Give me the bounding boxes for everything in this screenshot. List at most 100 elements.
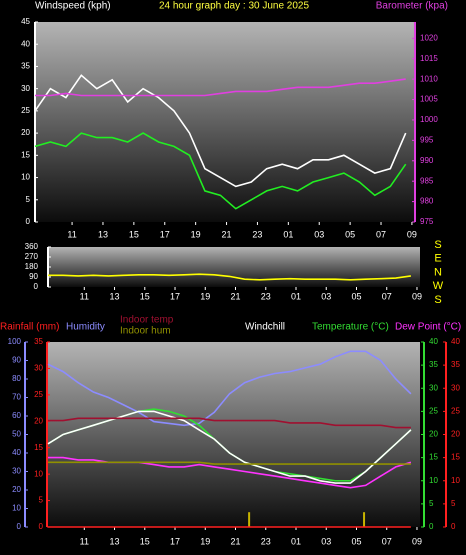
x-tick-label: 03 (321, 536, 331, 546)
series-line (34, 132, 407, 210)
y-tick-label: 30 (21, 84, 30, 93)
x-tick-label: 03 (314, 229, 324, 239)
x-tick-label: 23 (261, 291, 271, 301)
x-tick-label: 13 (110, 291, 120, 301)
y-tick-label: 100 (8, 337, 22, 346)
y2-tick-label: 980 (420, 197, 434, 206)
y-tick-label: 5 (26, 195, 31, 204)
x-tick-label: 09 (412, 291, 422, 301)
y-tick-label: 20 (12, 485, 21, 494)
x-tick-label: 15 (129, 229, 139, 239)
y3-tick-label: 0 (39, 522, 44, 531)
legend-entry: Rainfall (mm) (0, 322, 59, 333)
y4-tick-label: 5 (451, 499, 456, 508)
y2-tick-label: 0 (429, 522, 434, 531)
y-tick-label: 360 (25, 242, 39, 251)
y4-tick-label: 35 (451, 360, 460, 369)
x-tick-label: 13 (98, 229, 108, 239)
series-line (35, 78, 406, 97)
y2-tick-label: 1020 (420, 33, 438, 42)
legend-entry: Dew Point (°C) (395, 322, 461, 333)
x-tick-label: 07 (376, 229, 386, 239)
x-tick-label: 01 (283, 229, 293, 239)
plot-area (48, 342, 420, 527)
y2-axis-label: Barometer (kpa) (376, 1, 448, 12)
y4-tick-label: 25 (451, 406, 460, 415)
x-tick-label: 05 (351, 536, 361, 546)
legend-entry: Humidity (66, 322, 105, 333)
legend-entry: Indoor temp (120, 315, 174, 326)
y-tick-label: 15 (21, 150, 30, 159)
x-tick-label: 17 (170, 291, 180, 301)
plot-area (48, 247, 420, 287)
x-tick-label: 09 (407, 229, 417, 239)
compass-label: S (434, 294, 441, 306)
series-line (48, 461, 411, 465)
y2-tick-label: 985 (420, 176, 434, 185)
y2-tick-label: 1010 (420, 74, 438, 83)
y-tick-label: 80 (12, 374, 21, 383)
y3-tick-label: 20 (34, 416, 43, 425)
legend-entry: Windchill (245, 322, 285, 333)
y2-tick-label: 35 (429, 360, 438, 369)
y3-tick-label: 10 (34, 469, 43, 478)
x-tick-label: 17 (160, 229, 170, 239)
compass-label: N (434, 266, 442, 278)
x-tick-label: 03 (321, 291, 331, 301)
y-axis-label: Windspeed (kph) (35, 1, 111, 12)
y-tick-label: 180 (25, 262, 39, 271)
x-tick-label: 01 (291, 536, 301, 546)
x-tick-label: 11 (80, 291, 89, 301)
y2-tick-label: 5 (429, 499, 434, 508)
x-tick-label: 21 (222, 229, 232, 239)
y4-tick-label: 20 (451, 430, 460, 439)
y4-tick-label: 10 (451, 476, 460, 485)
x-tick-label: 01 (291, 291, 301, 301)
y2-tick-label: 40 (429, 337, 438, 346)
y-tick-label: 40 (21, 39, 30, 48)
compass-label: E (434, 253, 441, 265)
y4-tick-label: 40 (451, 337, 460, 346)
x-tick-label: 13 (110, 536, 120, 546)
y3-tick-label: 5 (39, 496, 44, 505)
y2-tick-label: 20 (429, 430, 438, 439)
x-tick-label: 05 (351, 291, 361, 301)
y2-tick-label: 15 (429, 453, 438, 462)
x-tick-label: 17 (170, 536, 180, 546)
x-tick-label: 21 (231, 536, 241, 546)
y-tick-label: 10 (12, 504, 21, 513)
x-tick-label: 23 (261, 536, 271, 546)
x-tick-label: 19 (200, 536, 210, 546)
y-tick-label: 35 (21, 62, 30, 71)
y4-tick-label: 30 (451, 383, 460, 392)
x-tick-label: 21 (231, 291, 241, 301)
y-tick-label: 10 (21, 173, 30, 182)
y3-tick-label: 15 (34, 443, 43, 452)
y2-tick-label: 990 (420, 156, 434, 165)
y-tick-label: 60 (12, 411, 21, 420)
compass-label: W (433, 280, 444, 292)
x-tick-label: 07 (382, 291, 392, 301)
y2-tick-label: 1015 (420, 54, 438, 63)
y-tick-label: 50 (12, 430, 21, 439)
y-tick-label: 30 (12, 467, 21, 476)
series-line (47, 350, 412, 427)
y-tick-label: 70 (12, 393, 21, 402)
y3-tick-label: 35 (34, 337, 43, 346)
bar (363, 512, 366, 527)
x-tick-label: 11 (80, 536, 89, 546)
compass-label: S (434, 239, 441, 251)
y3-tick-label: 25 (34, 390, 43, 399)
series-line (47, 410, 412, 484)
legend-entry: Indoor hum (120, 326, 171, 337)
y-tick-label: 25 (21, 106, 30, 115)
x-tick-label: 11 (67, 229, 76, 239)
y4-tick-label: 0 (451, 522, 456, 531)
chart-title: 24 hour graph day : 30 June 2025 (159, 1, 310, 12)
x-tick-label: 09 (412, 536, 422, 546)
x-tick-label: 23 (252, 229, 262, 239)
y2-tick-label: 1005 (420, 95, 438, 104)
series-line (48, 273, 412, 281)
